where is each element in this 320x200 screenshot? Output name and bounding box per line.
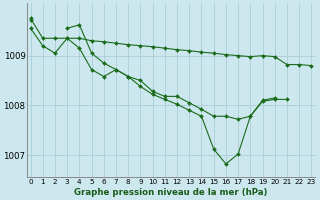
X-axis label: Graphe pression niveau de la mer (hPa): Graphe pression niveau de la mer (hPa) [74,188,268,197]
